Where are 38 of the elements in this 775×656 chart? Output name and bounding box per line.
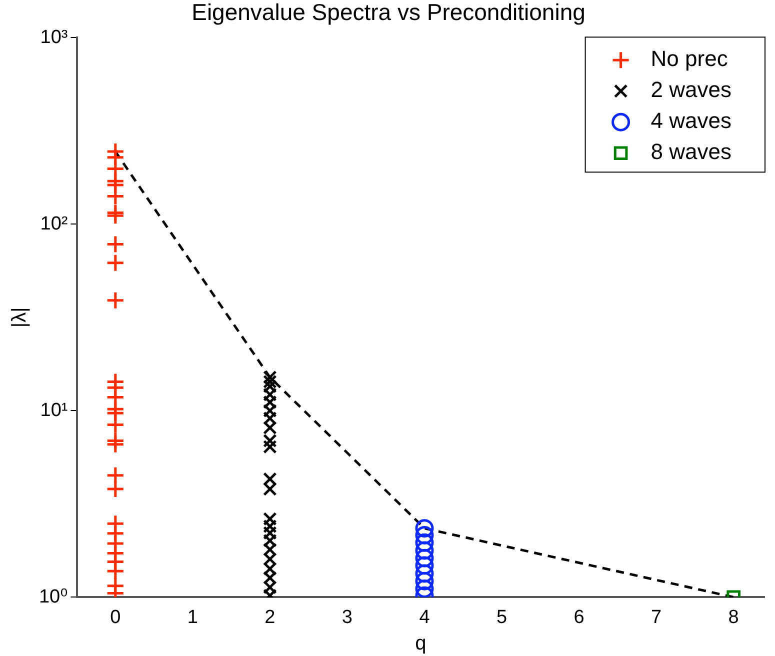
point (415, 541, 434, 560)
point (415, 548, 434, 568)
point (106, 435, 125, 454)
y-tick-label: 10¹ (40, 400, 68, 421)
point (106, 254, 125, 272)
point (415, 564, 434, 583)
y-tick-label: 10³ (40, 26, 68, 48)
point (415, 572, 434, 590)
legend-label: 8 waves (650, 139, 732, 164)
point (106, 187, 125, 206)
y-axis-title: |λ| (8, 307, 31, 328)
y-tick-label: 10⁰ (38, 586, 68, 608)
point (415, 579, 434, 598)
point (106, 562, 125, 580)
x-tick-label: 6 (574, 606, 584, 628)
x-tick-label: 8 (728, 606, 739, 628)
legend-label: 2 waves (650, 77, 732, 102)
x-tick-label: 7 (651, 606, 662, 628)
point (415, 556, 434, 575)
point (415, 533, 434, 552)
point (106, 416, 125, 434)
y-tick-label: 10² (40, 213, 68, 234)
legend-label: No prec (650, 46, 728, 72)
point (106, 480, 125, 498)
x-axis-title: q (415, 632, 426, 655)
x-tick-label: 1 (187, 606, 198, 628)
x-tick-label: 0 (110, 606, 121, 628)
x-tick-label: 4 (419, 606, 430, 628)
x-tick-label: 5 (496, 606, 508, 628)
point (106, 291, 125, 310)
point (106, 235, 125, 254)
point (263, 440, 277, 454)
legend-label: 4 waves (650, 108, 732, 134)
x-tick-label: 2 (264, 606, 276, 628)
point (415, 519, 434, 538)
chart-title: Eigenvalue Spectra vs Preconditioning (192, 0, 586, 26)
point (415, 526, 434, 544)
x-tick-label: 3 (342, 606, 353, 628)
